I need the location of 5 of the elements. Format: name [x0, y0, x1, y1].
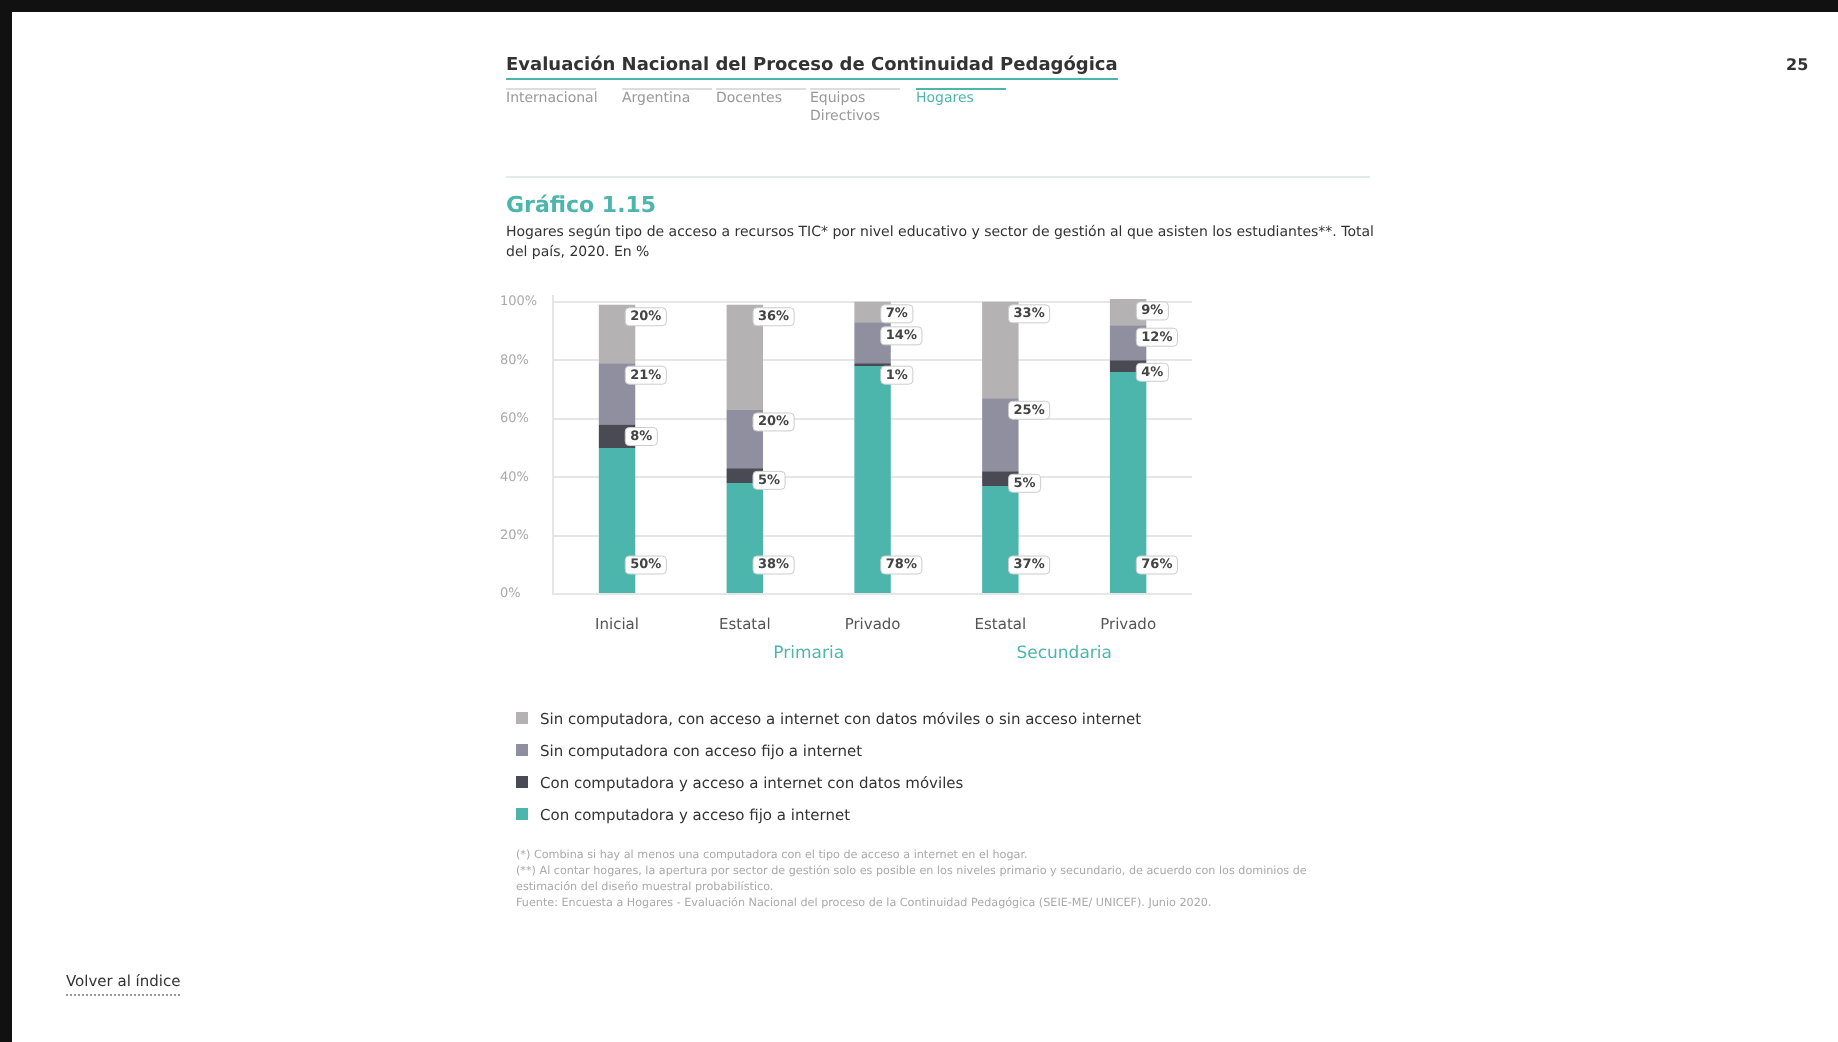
text: Secundaria	[1016, 644, 1112, 664]
text: Evaluación Nacional del Proceso de Continuidad Pedagógica	[506, 56, 1118, 80]
text: 25	[1786, 56, 1809, 74]
text: Primaria	[773, 644, 845, 664]
chart-title: Gráfico 1.15	[506, 192, 657, 218]
